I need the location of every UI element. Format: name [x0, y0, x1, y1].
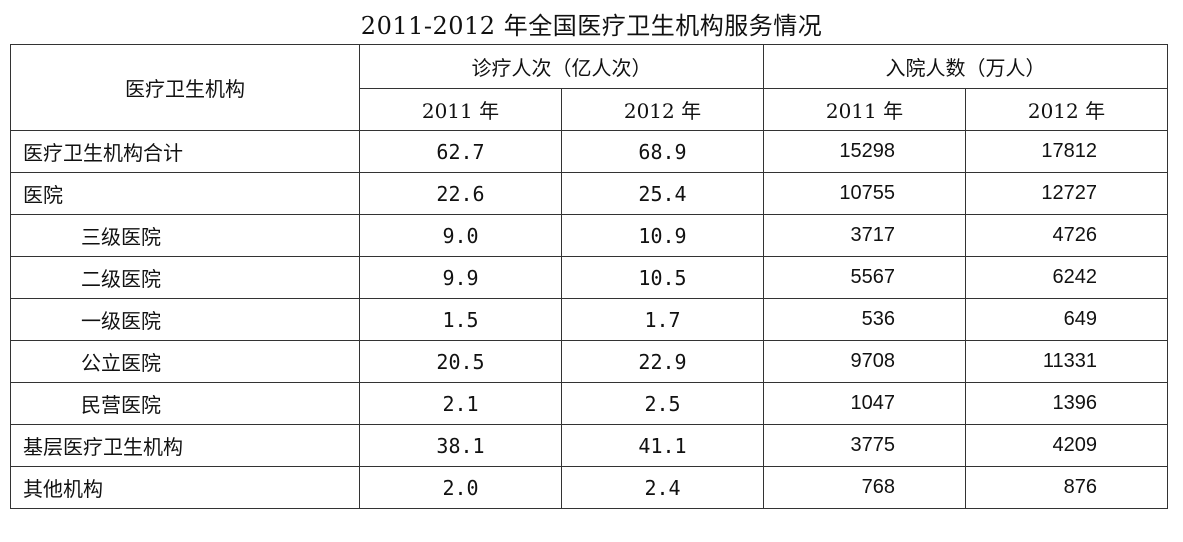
- table-row: 医院 22.6 25.4 10755 12727: [10, 172, 1168, 215]
- visits-cell: 22.6: [359, 172, 562, 215]
- admissions-cell: 536: [763, 298, 966, 341]
- visits-cell: 25.4: [561, 172, 764, 215]
- visits-cell: 10.5: [561, 256, 764, 299]
- admissions-cell: 15298: [763, 130, 966, 173]
- admissions-cell: 11331: [965, 340, 1168, 383]
- visits-cell: 2.0: [359, 466, 562, 509]
- visits-cell: 2.4: [561, 466, 764, 509]
- visits-group-header: 诊疗人次（亿人次）: [359, 44, 764, 89]
- service-stats-table: 医疗卫生机构 诊疗人次（亿人次） 入院人数（万人） 2011 年 2012 年 …: [10, 44, 1168, 509]
- row-label: 二级医院: [10, 256, 360, 299]
- year-header: 2012 年: [965, 88, 1168, 131]
- admissions-cell: 768: [763, 466, 966, 509]
- table-row: 其他机构 2.0 2.4 768 876: [10, 466, 1168, 509]
- admissions-cell: 10755: [763, 172, 966, 215]
- table-body: 医疗卫生机构合计 62.7 68.9 15298 17812 医院 22.6 25.4 1075…: [10, 130, 1168, 509]
- admissions-cell: 4209: [965, 424, 1168, 467]
- table-row: 三级医院 9.0 10.9 3717 4726: [10, 214, 1168, 257]
- visits-cell: 22.9: [561, 340, 764, 383]
- admissions-cell: 12727: [965, 172, 1168, 215]
- org-header: 医疗卫生机构: [10, 44, 360, 131]
- visits-cell: 20.5: [359, 340, 562, 383]
- admissions-cell: 3717: [763, 214, 966, 257]
- year-header: 2012 年: [561, 88, 764, 131]
- visits-cell: 68.9: [561, 130, 764, 173]
- admissions-cell: 1396: [965, 382, 1168, 425]
- visits-cell: 9.0: [359, 214, 562, 257]
- admissions-group-header: 入院人数（万人）: [763, 44, 1168, 89]
- table-row: 基层医疗卫生机构 38.1 41.1 3775 4209: [10, 424, 1168, 467]
- visits-cell: 1.5: [359, 298, 562, 341]
- table-row: 公立医院 20.5 22.9 9708 11331: [10, 340, 1168, 383]
- table-title: 2011-2012 年全国医疗卫生机构服务情况: [360, 12, 823, 40]
- row-label: 三级医院: [10, 214, 360, 257]
- admissions-cell: 6242: [965, 256, 1168, 299]
- admissions-cell: 17812: [965, 130, 1168, 173]
- row-label: 医院: [10, 172, 360, 215]
- header-row-1: 医疗卫生机构 诊疗人次（亿人次） 入院人数（万人）: [10, 44, 1168, 131]
- visits-cell: 1.7: [561, 298, 764, 341]
- visits-cell: 9.9: [359, 256, 562, 299]
- visits-cell: 10.9: [561, 214, 764, 257]
- row-label: 医疗卫生机构合计: [10, 130, 360, 173]
- visits-cell: 41.1: [561, 424, 764, 467]
- admissions-cell: 3775: [763, 424, 966, 467]
- row-label: 其他机构: [10, 466, 360, 509]
- visits-cell: 2.1: [359, 382, 562, 425]
- admissions-cell: 5567: [763, 256, 966, 299]
- table-row: 医疗卫生机构合计 62.7 68.9 15298 17812: [10, 130, 1168, 173]
- row-label: 公立医院: [10, 340, 360, 383]
- row-label: 民营医院: [10, 382, 360, 425]
- table-row: 二级医院 9.9 10.5 5567 6242: [10, 256, 1168, 299]
- row-label: 基层医疗卫生机构: [10, 424, 360, 467]
- visits-cell: 38.1: [359, 424, 562, 467]
- visits-cell: 2.5: [561, 382, 764, 425]
- table-row: 民营医院 2.1 2.5 1047 1396: [10, 382, 1168, 425]
- admissions-cell: 649: [965, 298, 1168, 341]
- admissions-cell: 1047: [763, 382, 966, 425]
- admissions-cell: 9708: [763, 340, 966, 383]
- year-header: 2011 年: [359, 88, 562, 131]
- table-row: 一级医院 1.5 1.7 536 649: [10, 298, 1168, 341]
- year-header: 2011 年: [763, 88, 966, 131]
- admissions-cell: 876: [965, 466, 1168, 509]
- admissions-cell: 4726: [965, 214, 1168, 257]
- row-label: 一级医院: [10, 298, 360, 341]
- visits-cell: 62.7: [359, 130, 562, 173]
